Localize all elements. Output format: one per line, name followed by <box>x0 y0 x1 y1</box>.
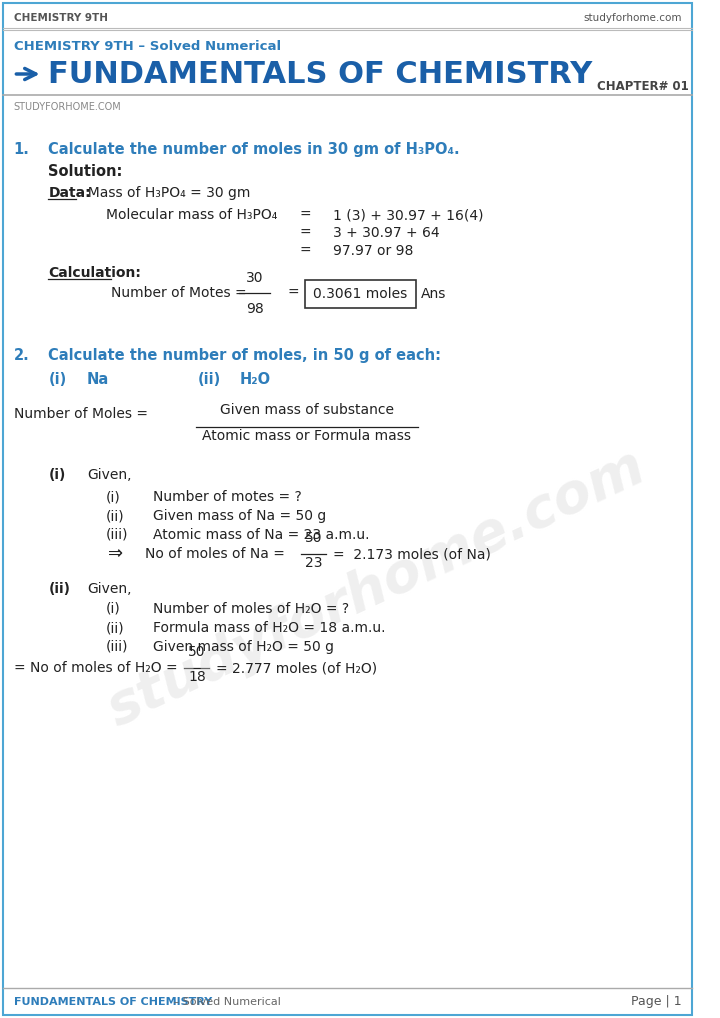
Text: (i): (i) <box>106 490 121 504</box>
Text: Number of Motes =: Number of Motes = <box>111 286 247 300</box>
Text: =: = <box>300 208 311 222</box>
Text: 3 + 30.97 + 64: 3 + 30.97 + 64 <box>333 226 440 240</box>
Text: 18: 18 <box>188 670 206 684</box>
Text: 50: 50 <box>305 531 323 545</box>
Text: Calculation:: Calculation: <box>48 266 141 280</box>
Text: (i): (i) <box>48 372 66 387</box>
Text: 1 (3) + 30.97 + 16(4): 1 (3) + 30.97 + 16(4) <box>333 208 484 222</box>
Text: CHEMISTRY 9TH – Solved Numerical: CHEMISTRY 9TH – Solved Numerical <box>14 40 281 53</box>
Text: Molecular mass of H₃PO₄: Molecular mass of H₃PO₄ <box>106 208 277 222</box>
Text: FUNDAMENTALS OF CHEMISTRY: FUNDAMENTALS OF CHEMISTRY <box>48 59 593 89</box>
Text: Solution:: Solution: <box>48 164 122 179</box>
Text: (i): (i) <box>48 468 66 482</box>
Text: FUNDAMENTALS OF CHEMISTRY: FUNDAMENTALS OF CHEMISTRY <box>14 997 212 1007</box>
Text: (i): (i) <box>106 602 121 616</box>
Text: No of moles of Na =: No of moles of Na = <box>145 547 284 561</box>
Text: H₂O: H₂O <box>239 372 271 387</box>
Text: = 2.777 moles (of H₂O): = 2.777 moles (of H₂O) <box>216 661 377 675</box>
Text: studyforhome.com: studyforhome.com <box>99 440 654 737</box>
Text: 97.97 or 98: 97.97 or 98 <box>333 244 413 258</box>
Text: Page | 1: Page | 1 <box>631 996 682 1009</box>
Text: Mass of H₃PO₄ = 30 gm: Mass of H₃PO₄ = 30 gm <box>79 186 251 200</box>
Bar <box>305 280 416 308</box>
Text: 1.: 1. <box>14 142 30 157</box>
Text: ⇒: ⇒ <box>108 545 123 563</box>
Text: =: = <box>288 286 300 300</box>
Text: CHAPTER# 01: CHAPTER# 01 <box>597 79 688 93</box>
Text: 2.: 2. <box>14 348 30 363</box>
Text: = No of moles of H₂O =: = No of moles of H₂O = <box>14 661 177 675</box>
Text: STUDYFORHOME.COM: STUDYFORHOME.COM <box>14 102 121 112</box>
Text: – Solved Numerical: – Solved Numerical <box>170 997 281 1007</box>
Text: Number of motes = ?: Number of motes = ? <box>153 490 301 504</box>
Text: Given mass of substance: Given mass of substance <box>220 403 394 417</box>
Text: Atomic mass or Formula mass: Atomic mass or Formula mass <box>202 429 411 443</box>
Text: (ii): (ii) <box>48 582 71 596</box>
Text: (ii): (ii) <box>106 509 125 523</box>
Text: (iii): (iii) <box>106 528 129 542</box>
Text: =: = <box>300 226 311 240</box>
Text: 23: 23 <box>305 556 323 570</box>
Text: =  2.173 moles (of Na): = 2.173 moles (of Na) <box>333 547 491 561</box>
Text: Given,: Given, <box>87 582 131 596</box>
Text: 30: 30 <box>246 271 264 285</box>
Text: 0.3061 moles: 0.3061 moles <box>313 287 408 301</box>
Text: Given mass of Na = 50 g: Given mass of Na = 50 g <box>153 509 325 523</box>
Text: Na: Na <box>87 372 109 387</box>
Text: 98: 98 <box>246 302 264 316</box>
Text: Given mass of H₂O = 50 g: Given mass of H₂O = 50 g <box>153 640 333 654</box>
Text: (ii): (ii) <box>198 372 221 387</box>
Text: (ii): (ii) <box>106 621 125 635</box>
Text: studyforhome.com: studyforhome.com <box>583 13 682 23</box>
Text: Calculate the number of moles, in 50 g of each:: Calculate the number of moles, in 50 g o… <box>48 348 441 363</box>
Text: (iii): (iii) <box>106 640 129 654</box>
Text: Ans: Ans <box>421 287 446 301</box>
Text: Number of Moles =: Number of Moles = <box>14 407 148 421</box>
Text: Data:: Data: <box>48 186 91 200</box>
Text: Calculate the number of moles in 30 gm of H₃PO₄.: Calculate the number of moles in 30 gm o… <box>48 142 460 157</box>
Text: 50: 50 <box>188 645 206 659</box>
Text: CHEMISTRY 9TH: CHEMISTRY 9TH <box>14 13 107 23</box>
Text: Formula mass of H₂O = 18 a.m.u.: Formula mass of H₂O = 18 a.m.u. <box>153 621 385 635</box>
Text: =: = <box>300 244 311 258</box>
Text: Atomic mass of Na = 23 a.m.u.: Atomic mass of Na = 23 a.m.u. <box>153 528 369 542</box>
Text: Number of moles of H₂O = ?: Number of moles of H₂O = ? <box>153 602 348 616</box>
Text: Given,: Given, <box>87 468 131 482</box>
